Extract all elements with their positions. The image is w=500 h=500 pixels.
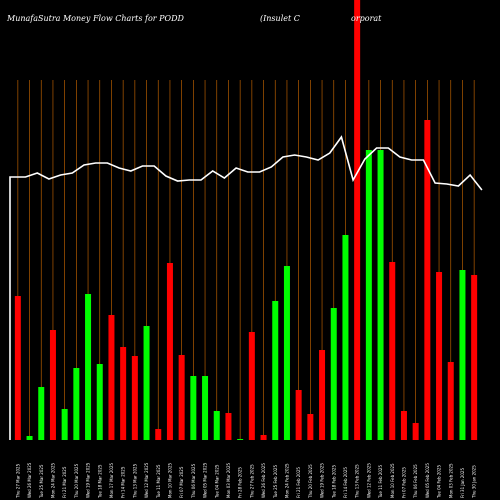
bar-green (283, 266, 290, 440)
bar-green (377, 150, 384, 440)
x-tick-label: Mon 03 Mar 2025 (226, 462, 231, 498)
bar-red (225, 413, 232, 440)
chart-title: MunafaSutra Money Flow Charts for PODD (6, 14, 184, 23)
x-tick-label: Thu 06 Mar 2025 (191, 463, 196, 499)
x-tick-label: Tue 18 Feb 2025 (331, 465, 336, 499)
x-tick-label: Wed 05 Feb 2025 (425, 463, 430, 498)
bar-green (85, 294, 92, 440)
bar-green (73, 368, 80, 440)
bar-red (295, 390, 302, 440)
bar-green (38, 387, 45, 440)
x-tick-label: Tue 11 Feb 2025 (378, 465, 383, 499)
x-tick-label: Mon 24 Mar 2025 (50, 462, 55, 498)
bar-red (14, 296, 21, 440)
x-tick-label: Fri 21 Feb 2025 (296, 467, 301, 498)
bar-green (213, 411, 220, 440)
bar-red (436, 272, 443, 440)
x-tick-label: Thu 13 Feb 2025 (355, 464, 360, 499)
x-tick-label: Fri 14 Mar 2025 (121, 466, 126, 498)
x-tick-label: Thu 20 Mar 2025 (74, 463, 79, 499)
x-tick-label: Tue 25 Mar 2025 (39, 464, 44, 499)
x-tick-label: Tue 18 Mar 2025 (97, 464, 102, 499)
x-tick-label: Wed 12 Feb 2025 (366, 463, 371, 498)
x-tick-label: Thu 13 Mar 2025 (132, 463, 137, 499)
bar-green (342, 235, 349, 440)
bar-red (248, 332, 255, 440)
bar-green (61, 409, 68, 440)
chart-subtitle-right: orporat (351, 14, 382, 23)
x-tick-label: Wed 26 Mar 2025 (27, 462, 32, 498)
bar-red (389, 262, 396, 440)
bars (14, 0, 478, 440)
bar-red (166, 263, 173, 440)
x-tick-label: Tue 04 Feb 2025 (437, 465, 442, 499)
bar-green (272, 301, 279, 440)
bar-red (354, 0, 361, 440)
bar-red (319, 350, 326, 440)
bar-green (96, 364, 103, 440)
x-tick-label: Wed 19 Feb 2025 (320, 463, 325, 498)
x-tick-label: Thu 20 Feb 2025 (308, 464, 313, 499)
bar-green (237, 439, 244, 440)
x-tick-label: Mon 03 Feb 2025 (448, 463, 453, 498)
x-tick-label: Thu 27 Mar 2025 (15, 463, 20, 499)
x-tick-label: Tue 04 Mar 2025 (214, 464, 219, 499)
x-axis-labels: Thu 27 Mar 2025 Wed 26 Mar 2025 Tue 25 Mar… (15, 462, 476, 499)
bar-red (108, 315, 115, 440)
bar-red (178, 355, 185, 440)
x-tick-label: Fri 21 Mar 2025 (62, 466, 67, 498)
bar-green (143, 326, 150, 440)
x-tick-label: Fri 31 Jan 2025 (460, 468, 465, 498)
bar-red (471, 275, 478, 440)
bar-red (307, 414, 314, 440)
x-tick-label: Tue 25 Feb 2025 (273, 465, 278, 499)
chart-subtitle-left: (Insulet C (260, 14, 300, 23)
x-tick-label: Fri 07 Mar 2025 (179, 466, 184, 498)
bar-red (447, 362, 454, 440)
x-tick-label: Fri 28 Feb 2025 (238, 467, 243, 498)
bar-red (412, 423, 419, 440)
bar-green (365, 150, 372, 440)
x-tick-label: Fri 14 Feb 2025 (343, 467, 348, 498)
x-tick-label: Mon 17 Mar 2025 (109, 462, 114, 498)
bar-green (459, 270, 466, 440)
money-flow-line (9, 135, 483, 440)
x-tick-label: Thu 27 Feb 2025 (249, 464, 254, 499)
x-tick-label: Fri 07 Feb 2025 (401, 467, 406, 498)
x-tick-label: Mon 10 Feb 2025 (390, 463, 395, 498)
x-tick-label: Wed 05 Mar 2025 (203, 462, 208, 498)
bar-red (49, 330, 56, 440)
bar-red (155, 429, 162, 440)
x-tick-label: Mon 24 Feb 2025 (284, 463, 289, 498)
x-tick-label: Wed 19 Mar 2025 (86, 462, 91, 498)
x-tick-label: Thu 30 Jan 2025 (472, 465, 477, 499)
bar-green (26, 436, 33, 440)
bar-red (131, 356, 138, 440)
x-tick-label: Mon 10 Mar 2025 (167, 462, 172, 498)
x-tick-label: Thu 06 Feb 2025 (413, 464, 418, 499)
bar-red (424, 120, 431, 440)
bar-red (400, 411, 407, 440)
bar-red (260, 435, 267, 440)
bar-green (202, 376, 209, 440)
x-tick-label: Wed 26 Feb 2025 (261, 463, 266, 498)
bar-red (120, 347, 127, 440)
bar-green (190, 376, 197, 440)
bar-green (330, 308, 337, 440)
x-tick-label: Wed 12 Mar 2025 (144, 462, 149, 498)
x-tick-label: Tue 11 Mar 2025 (156, 464, 161, 499)
